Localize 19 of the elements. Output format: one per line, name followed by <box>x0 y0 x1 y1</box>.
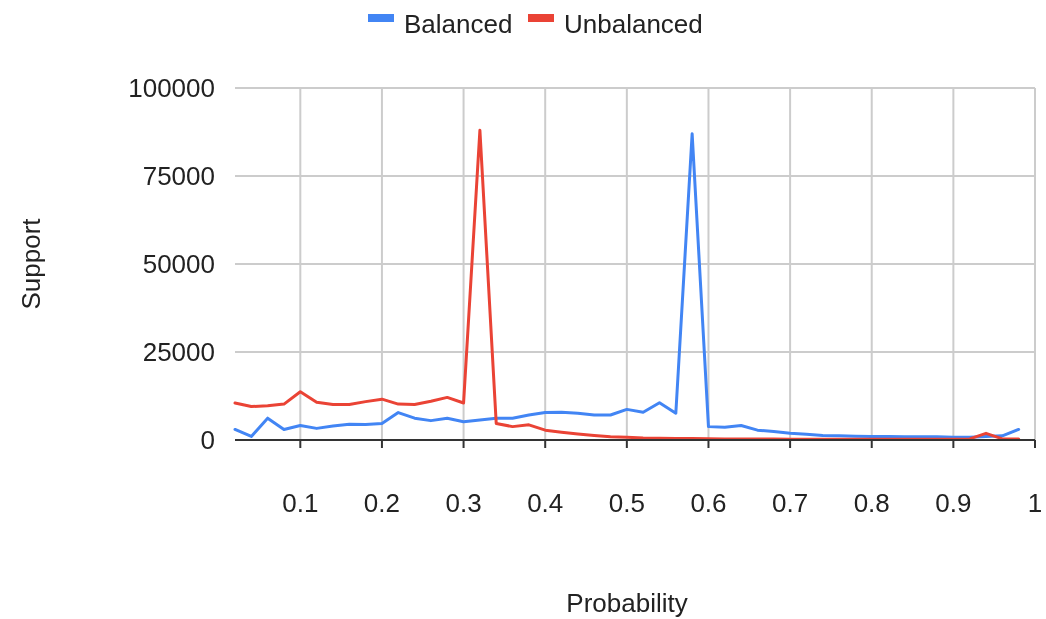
x-axis-title: Probability <box>566 588 688 618</box>
y-tick-label: 75000 <box>142 161 215 191</box>
y-tick-label: 0 <box>200 425 215 455</box>
y-tick-label: 50000 <box>142 249 215 279</box>
x-tick-label: 1 <box>1027 488 1043 518</box>
x-tick-label: 0.4 <box>527 488 564 518</box>
x-tick-label: 0.9 <box>935 488 972 518</box>
x-tick-label: 0.5 <box>608 488 645 518</box>
legend-label: Unbalanced <box>564 9 703 39</box>
x-tick-label: 0.2 <box>363 488 401 518</box>
legend-label: Balanced <box>404 9 513 39</box>
y-tick-label: 25000 <box>142 337 215 367</box>
y-axis-title: Support <box>16 217 46 310</box>
x-tick-label: 0.7 <box>772 488 809 518</box>
x-tick-label: 0.8 <box>853 488 890 518</box>
x-tick-label: 0.6 <box>690 488 727 518</box>
y-tick-label: 100000 <box>128 73 215 103</box>
x-tick-label: 0.3 <box>445 488 482 518</box>
x-tick-label: 0.1 <box>282 488 319 518</box>
